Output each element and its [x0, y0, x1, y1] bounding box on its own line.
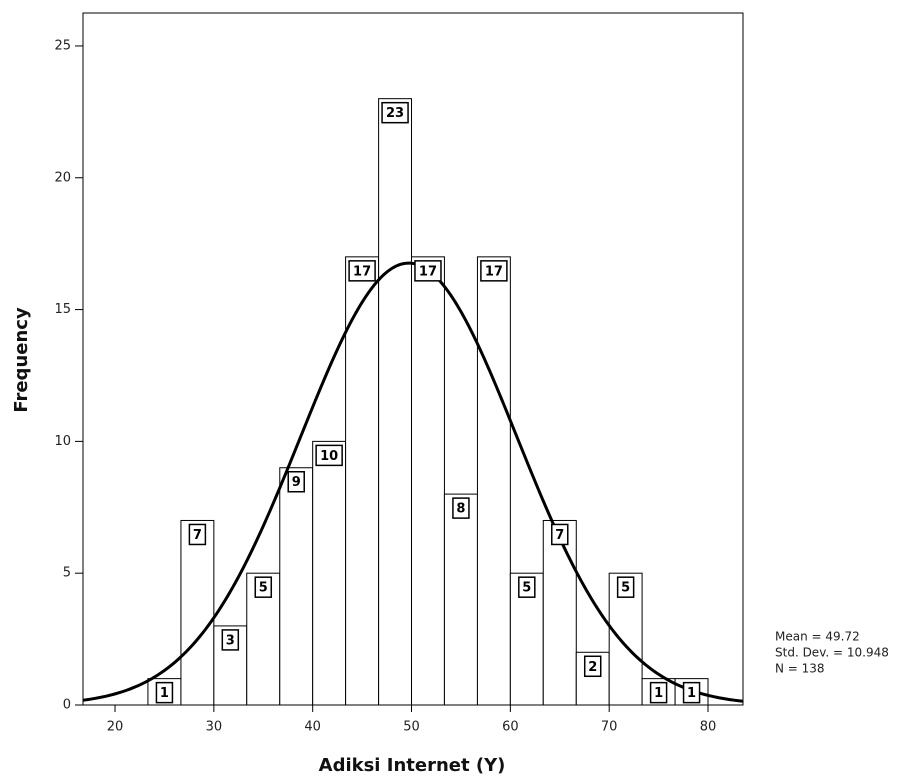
bar: [379, 99, 412, 705]
x-tick-label: 40: [304, 720, 321, 735]
y-tick-label: 5: [63, 566, 71, 581]
bar: [412, 257, 445, 705]
chart: Adiksi Internet (Y) Frequency 0510152025…: [0, 0, 923, 780]
value-label: 17: [419, 264, 437, 279]
y-tick-label: 15: [54, 302, 71, 317]
value-label: 5: [522, 581, 531, 596]
value-label: 2: [588, 660, 597, 675]
stat-label: N = 138: [775, 662, 825, 676]
y-tick-label: 10: [54, 434, 71, 449]
value-label: 1: [687, 686, 696, 701]
x-tick-label: 30: [206, 720, 223, 735]
bar: [181, 520, 214, 705]
value-label: 3: [226, 633, 235, 648]
value-label: 8: [456, 502, 465, 517]
value-label: 7: [193, 528, 202, 543]
x-tick-label: 70: [601, 720, 618, 735]
value-label: 17: [485, 264, 503, 279]
value-label: 1: [654, 686, 663, 701]
value-label: 23: [386, 106, 404, 121]
value-label: 1: [160, 686, 169, 701]
y-axis-title: Frequency: [11, 307, 32, 413]
x-tick-label: 80: [700, 720, 717, 735]
y-tick-label: 20: [54, 170, 71, 185]
value-label: 5: [621, 581, 630, 596]
bar: [543, 520, 576, 705]
value-label: 10: [320, 449, 338, 464]
value-label: 17: [353, 264, 371, 279]
x-axis-title: Adiksi Internet (Y): [319, 755, 506, 776]
stat-label: Mean = 49.72: [775, 630, 860, 644]
y-tick-label: 25: [54, 38, 71, 53]
stat-label: Std. Dev. = 10.948: [775, 646, 889, 660]
y-tick-label: 0: [63, 698, 71, 713]
bar: [477, 257, 510, 705]
bar: [444, 494, 477, 705]
bar: [280, 468, 313, 705]
x-tick-label: 60: [502, 720, 519, 735]
x-tick-label: 20: [107, 720, 124, 735]
value-label: 9: [292, 475, 301, 490]
value-label: 5: [259, 581, 268, 596]
value-label: 7: [555, 528, 564, 543]
x-tick-label: 50: [403, 720, 420, 735]
bar: [313, 441, 346, 705]
